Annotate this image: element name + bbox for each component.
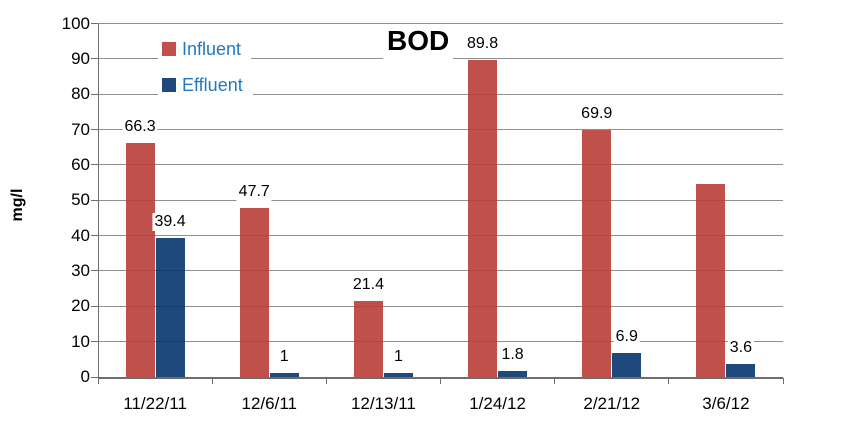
y-axis-tick-label: 90 (71, 48, 90, 68)
y-axis-tick-label: 20 (71, 296, 90, 316)
x-tick-mark (668, 378, 670, 384)
x-tick-mark (554, 378, 556, 384)
y-axis-tick-label: 80 (71, 84, 90, 104)
gridline (98, 129, 783, 131)
y-tick-mark (91, 341, 98, 343)
legend-entry-influent: Influent (158, 36, 252, 62)
y-tick-mark (91, 376, 98, 378)
data-label-influent: 66.3 (122, 117, 158, 136)
y-axis-tick-label: 60 (71, 154, 90, 174)
y-tick-mark (91, 235, 98, 237)
data-label-influent: 69.9 (579, 104, 615, 123)
legend-swatch-effluent-icon (162, 78, 176, 92)
y-tick-mark (91, 199, 98, 201)
data-label-effluent: 6.9 (613, 327, 640, 346)
data-label-influent: 89.8 (465, 34, 501, 53)
chart-title: BOD (383, 25, 454, 59)
gridline (98, 235, 783, 237)
data-label-influent: 21.4 (350, 276, 386, 295)
x-tick-mark (782, 378, 784, 384)
data-label-effluent: 1.8 (499, 345, 526, 364)
x-axis-label: 12/13/11 (350, 394, 416, 413)
y-tick-mark (91, 23, 98, 24)
data-label-effluent: 1 (391, 348, 405, 367)
y-tick-mark (91, 58, 98, 60)
bar-influent (125, 142, 155, 377)
x-axis-label: 11/22/11 (123, 394, 187, 413)
x-axis-label: 12/6/11 (241, 394, 297, 413)
gridline (98, 305, 783, 307)
bar-influent (239, 208, 269, 377)
gridline (98, 93, 783, 95)
x-axis-label: 2/21/12 (583, 394, 641, 413)
bar-effluent (383, 373, 413, 377)
y-axis-tick-label: 70 (71, 119, 90, 139)
y-tick-mark (91, 129, 98, 131)
data-label-influent: 47.7 (236, 183, 272, 202)
y-axis-tick-label: 0 (80, 367, 90, 386)
y-tick-mark (91, 164, 98, 166)
gridline (98, 270, 783, 272)
bar-effluent (498, 370, 528, 377)
y-axis-line (98, 23, 99, 377)
bar-influent (468, 59, 498, 377)
bar-effluent (726, 364, 756, 377)
y-tick-mark (91, 93, 98, 95)
y-axis-tick-label: 50 (71, 190, 90, 210)
x-axis-label: 3/6/12 (702, 394, 750, 413)
legend-label-effluent: Effluent (182, 75, 243, 95)
x-axis-label: 1/24/12 (469, 394, 526, 413)
y-tick-mark (91, 270, 98, 272)
gridline (98, 164, 783, 166)
x-tick-mark (97, 378, 99, 384)
gridline (98, 199, 783, 201)
data-label-effluent: 1 (277, 348, 291, 367)
bar-effluent (155, 237, 185, 377)
data-label-effluent: 3.6 (727, 339, 755, 358)
bar-influent (696, 184, 726, 377)
y-axis-title: mg/l (9, 188, 26, 222)
y-axis-tick-label: 100 (61, 13, 90, 33)
bar-influent (353, 301, 383, 377)
x-axis-line (98, 376, 783, 379)
legend-label-influent: Influent (182, 39, 242, 59)
y-tick-mark (91, 305, 98, 307)
bar-influent (582, 129, 612, 377)
x-tick-mark (440, 378, 441, 384)
data-label-effluent: 39.4 (152, 212, 188, 231)
gridline (98, 23, 783, 24)
x-tick-mark (325, 378, 327, 384)
y-axis-tick-label: 40 (71, 225, 90, 245)
bar-effluent (269, 373, 299, 377)
bar-effluent (612, 352, 642, 377)
gridline (98, 341, 783, 343)
legend-entry-effluent: Effluent (158, 72, 253, 98)
legend-swatch-influent-icon (162, 42, 176, 56)
x-tick-mark (211, 378, 213, 384)
y-axis-tick-label: 10 (71, 331, 90, 351)
y-axis-tick-label: 30 (71, 260, 90, 280)
